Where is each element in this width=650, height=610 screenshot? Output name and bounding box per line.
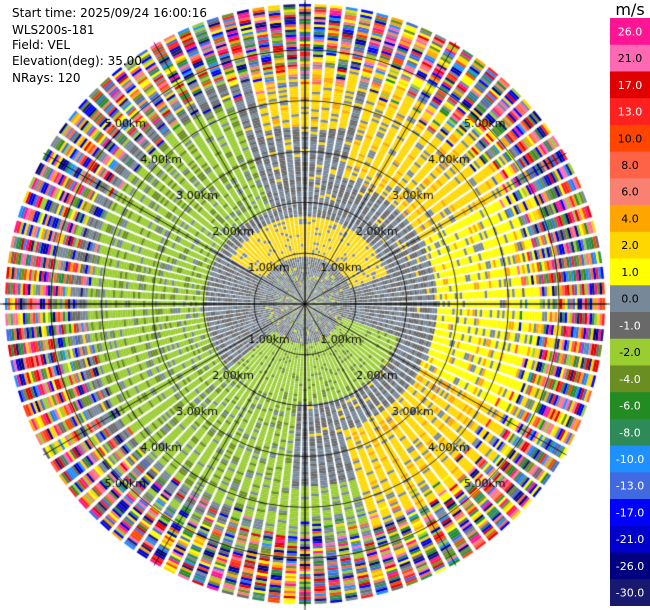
colorbar-segment [610,231,650,260]
colorbar-segment [610,205,650,233]
colorbar-tick-label: 2.0 [621,239,639,252]
colorbar-tick-label: -21.0 [616,533,644,546]
colorbar-segment [610,552,650,580]
colorbar-tick-label: -10.0 [616,453,644,466]
colorbar-segment [610,151,650,179]
field-label: Field: VEL [12,38,71,52]
colorbar: 26.0 21.0 17.0 13.0 10.0 8.0 6.0 4.0 2.0 1.0 0.0 -1… [610,18,650,606]
colorbar-tick-label: -17.0 [616,506,644,519]
colorbar-tick-label: 13.0 [618,106,643,119]
colorbar-tick-label: -2.0 [619,346,640,359]
colorbar-segment [610,365,650,393]
colorbar-segment [610,418,650,447]
colorbar-segment [610,44,650,72]
colorbar-segment [610,124,650,153]
colorbar-tick-label: -13.0 [616,480,644,493]
ppi-velocity-plot [0,0,610,610]
colorbar-segment [610,525,650,554]
colorbar-segment [610,18,650,46]
colorbar-tick-label: 26.0 [618,25,643,38]
colorbar-tick-label: -8.0 [619,426,640,439]
colorbar-tick-label: -6.0 [619,400,640,413]
colorbar-segment [610,98,650,126]
colorbar-tick-label: -1.0 [619,319,640,332]
colorbar-tick-label: 17.0 [618,79,643,92]
colorbar-segment [610,392,650,420]
colorbar-tick-label: -4.0 [619,373,640,386]
colorbar-tick-label: 0.0 [621,293,639,306]
colorbar-tick-label: -30.0 [616,587,644,600]
nrays-label: NRays: 120 [12,71,81,85]
elevation-label: Elevation(deg): 35.00 [12,54,142,68]
colorbar-segment [610,178,650,206]
colorbar-segment [610,445,650,473]
colorbar-tick-label: 4.0 [621,212,639,225]
colorbar-segment [610,312,650,340]
colorbar-tick-label: 1.0 [621,266,639,279]
start-time-label: Start time: 2025/09/24 16:00:16 [12,6,207,20]
colorbar-segment [610,579,650,606]
colorbar-segment [610,285,650,313]
instrument-label: WLS200s-181 [12,23,95,37]
colorbar-segment [610,71,650,99]
colorbar-segment [610,258,650,286]
colorbar-tick-label: 10.0 [618,132,643,145]
colorbar-segment [610,338,650,366]
colorbar-tick-label: -26.0 [616,560,644,573]
colorbar-tick-label: 8.0 [621,159,639,172]
colorbar-segment [610,472,650,500]
colorbar-unit-label: m/s [615,0,645,19]
colorbar-segment [610,499,650,527]
colorbar-tick-label: 6.0 [621,186,639,199]
colorbar-tick-label: 21.0 [618,52,643,65]
